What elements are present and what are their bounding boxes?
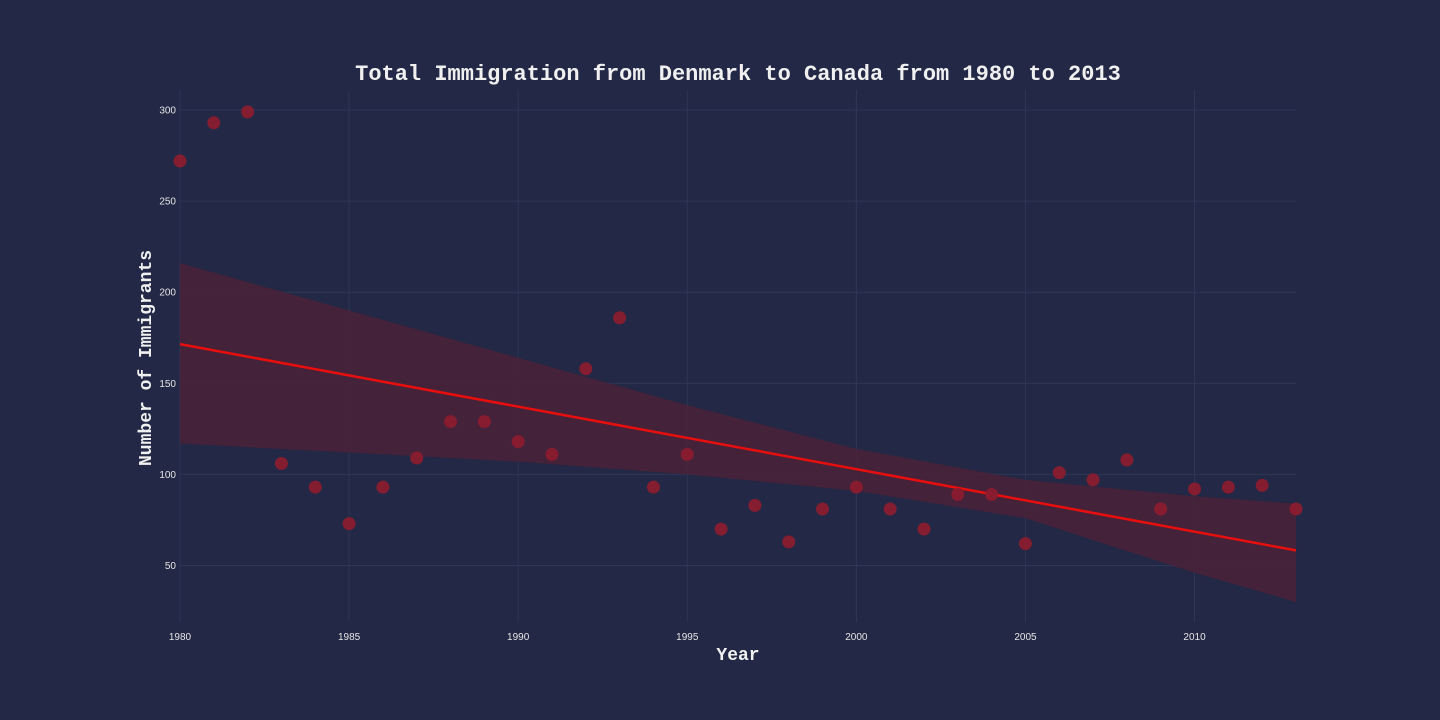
- data-point: [714, 522, 728, 536]
- y-tick-label: 100: [159, 470, 176, 481]
- data-point: [951, 487, 965, 501]
- data-point: [1052, 466, 1066, 480]
- data-point: [444, 415, 458, 429]
- data-point: [917, 522, 931, 536]
- x-tick-label: 2010: [1183, 632, 1206, 643]
- data-point: [849, 480, 863, 494]
- scatter-points: [173, 105, 1303, 551]
- data-point: [1086, 473, 1100, 487]
- data-point: [1255, 478, 1269, 492]
- data-point: [207, 116, 221, 130]
- data-point: [613, 311, 627, 325]
- data-point: [1221, 480, 1235, 494]
- y-tick-label: 200: [159, 288, 176, 299]
- x-tick-label: 2000: [845, 632, 868, 643]
- data-point: [816, 502, 830, 516]
- data-point: [241, 105, 255, 119]
- trend-line-layer: [179, 342, 1297, 552]
- data-point: [680, 447, 694, 461]
- trend-line: [179, 342, 1297, 552]
- data-point: [545, 447, 559, 461]
- x-tick-label: 2005: [1014, 632, 1037, 643]
- y-tick-label: 50: [165, 561, 177, 572]
- x-tick-label: 1980: [169, 632, 192, 643]
- y-tick-label: 300: [159, 106, 176, 117]
- y-axis-title: Number of Immigrants: [137, 250, 157, 466]
- chart-title: Total Immigration from Denmark to Canada…: [355, 62, 1121, 87]
- data-point: [342, 517, 356, 531]
- x-tick-label: 1995: [676, 632, 699, 643]
- data-point: [376, 480, 390, 494]
- data-point: [1289, 502, 1303, 516]
- data-point: [477, 415, 491, 429]
- data-point: [579, 362, 593, 376]
- x-tick-label: 1985: [338, 632, 361, 643]
- data-point: [274, 456, 288, 470]
- confidence-band-layer: [180, 263, 1296, 602]
- data-point: [1018, 537, 1032, 551]
- data-point: [883, 502, 897, 516]
- data-point: [782, 535, 796, 549]
- y-tick-label: 150: [159, 379, 176, 390]
- data-point: [1154, 502, 1168, 516]
- data-point: [173, 154, 187, 168]
- data-point: [646, 480, 660, 494]
- data-point: [511, 435, 525, 449]
- x-tick-label: 1990: [507, 632, 530, 643]
- data-point: [1120, 453, 1134, 467]
- gridlines: [179, 90, 1296, 622]
- data-point: [308, 480, 322, 494]
- data-point: [748, 498, 762, 512]
- data-point: [410, 451, 424, 465]
- confidence-band: [180, 263, 1296, 602]
- data-point: [985, 487, 999, 501]
- data-point: [1188, 482, 1202, 496]
- y-axis-ticks: 50 100 150 200 250 300: [159, 106, 176, 572]
- x-axis-ticks: 1980 1985 1990 1995 2000 2005 2010: [169, 632, 1206, 643]
- x-axis-title: Year: [716, 646, 759, 666]
- y-tick-label: 250: [159, 197, 176, 208]
